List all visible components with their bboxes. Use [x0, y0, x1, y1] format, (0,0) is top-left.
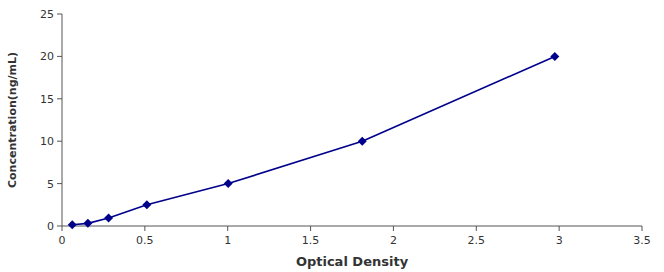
- x-tick-label: 0: [59, 234, 66, 247]
- x-tick-label: 1.5: [302, 234, 320, 247]
- plot-area: [68, 52, 560, 229]
- y-tick: [57, 141, 62, 142]
- point: [104, 214, 113, 223]
- y-axis: 0 5 10 15 20 25: [40, 8, 62, 233]
- y-axis-line: [62, 14, 63, 226]
- x-tick: [642, 226, 643, 231]
- point: [68, 220, 77, 229]
- y-tick-label: 10: [40, 135, 54, 148]
- point: [358, 137, 367, 146]
- y-tick: [57, 98, 62, 99]
- y-tick: [57, 226, 62, 227]
- y-tick-label: 15: [40, 93, 54, 106]
- point: [83, 219, 92, 228]
- point: [142, 200, 151, 209]
- x-tick: [310, 226, 311, 231]
- x-axis: 0 0.5 1 1.5 2 2.5 3 3.5: [59, 226, 651, 247]
- y-axis-label: Concentration(ng/mL): [6, 52, 19, 188]
- x-tick: [62, 226, 63, 231]
- y-tick: [57, 14, 62, 15]
- x-axis-label: Optical Density: [296, 254, 409, 269]
- x-tick-label: 3.5: [633, 234, 651, 247]
- line: [72, 56, 555, 224]
- x-axis-line: [62, 226, 642, 227]
- x-tick-label: 1: [224, 234, 231, 247]
- point: [224, 179, 233, 188]
- x-tick-label: 3: [556, 234, 563, 247]
- y-tick-label: 25: [40, 8, 54, 21]
- chart: 0 0.5 1 1.5 2 2.5 3 3.5 Optical Density 0 5 10 15 20 2…: [0, 0, 664, 272]
- x-tick-label: 2.5: [468, 234, 486, 247]
- x-tick-label: 2: [390, 234, 397, 247]
- y-tick-label: 20: [40, 50, 54, 63]
- y-tick-label: 5: [47, 178, 54, 191]
- y-tick: [57, 183, 62, 184]
- y-tick: [57, 56, 62, 57]
- x-tick: [559, 226, 560, 231]
- point: [550, 52, 559, 61]
- chart-container: 0 0.5 1 1.5 2 2.5 3 3.5 Optical Density 0 5 10 15 20 2…: [0, 0, 664, 272]
- x-tick-label: 0.5: [136, 234, 154, 247]
- x-tick: [393, 226, 394, 231]
- y-tick-label: 0: [47, 220, 54, 233]
- x-tick: [144, 226, 145, 231]
- x-tick: [227, 226, 228, 231]
- x-tick: [476, 226, 477, 231]
